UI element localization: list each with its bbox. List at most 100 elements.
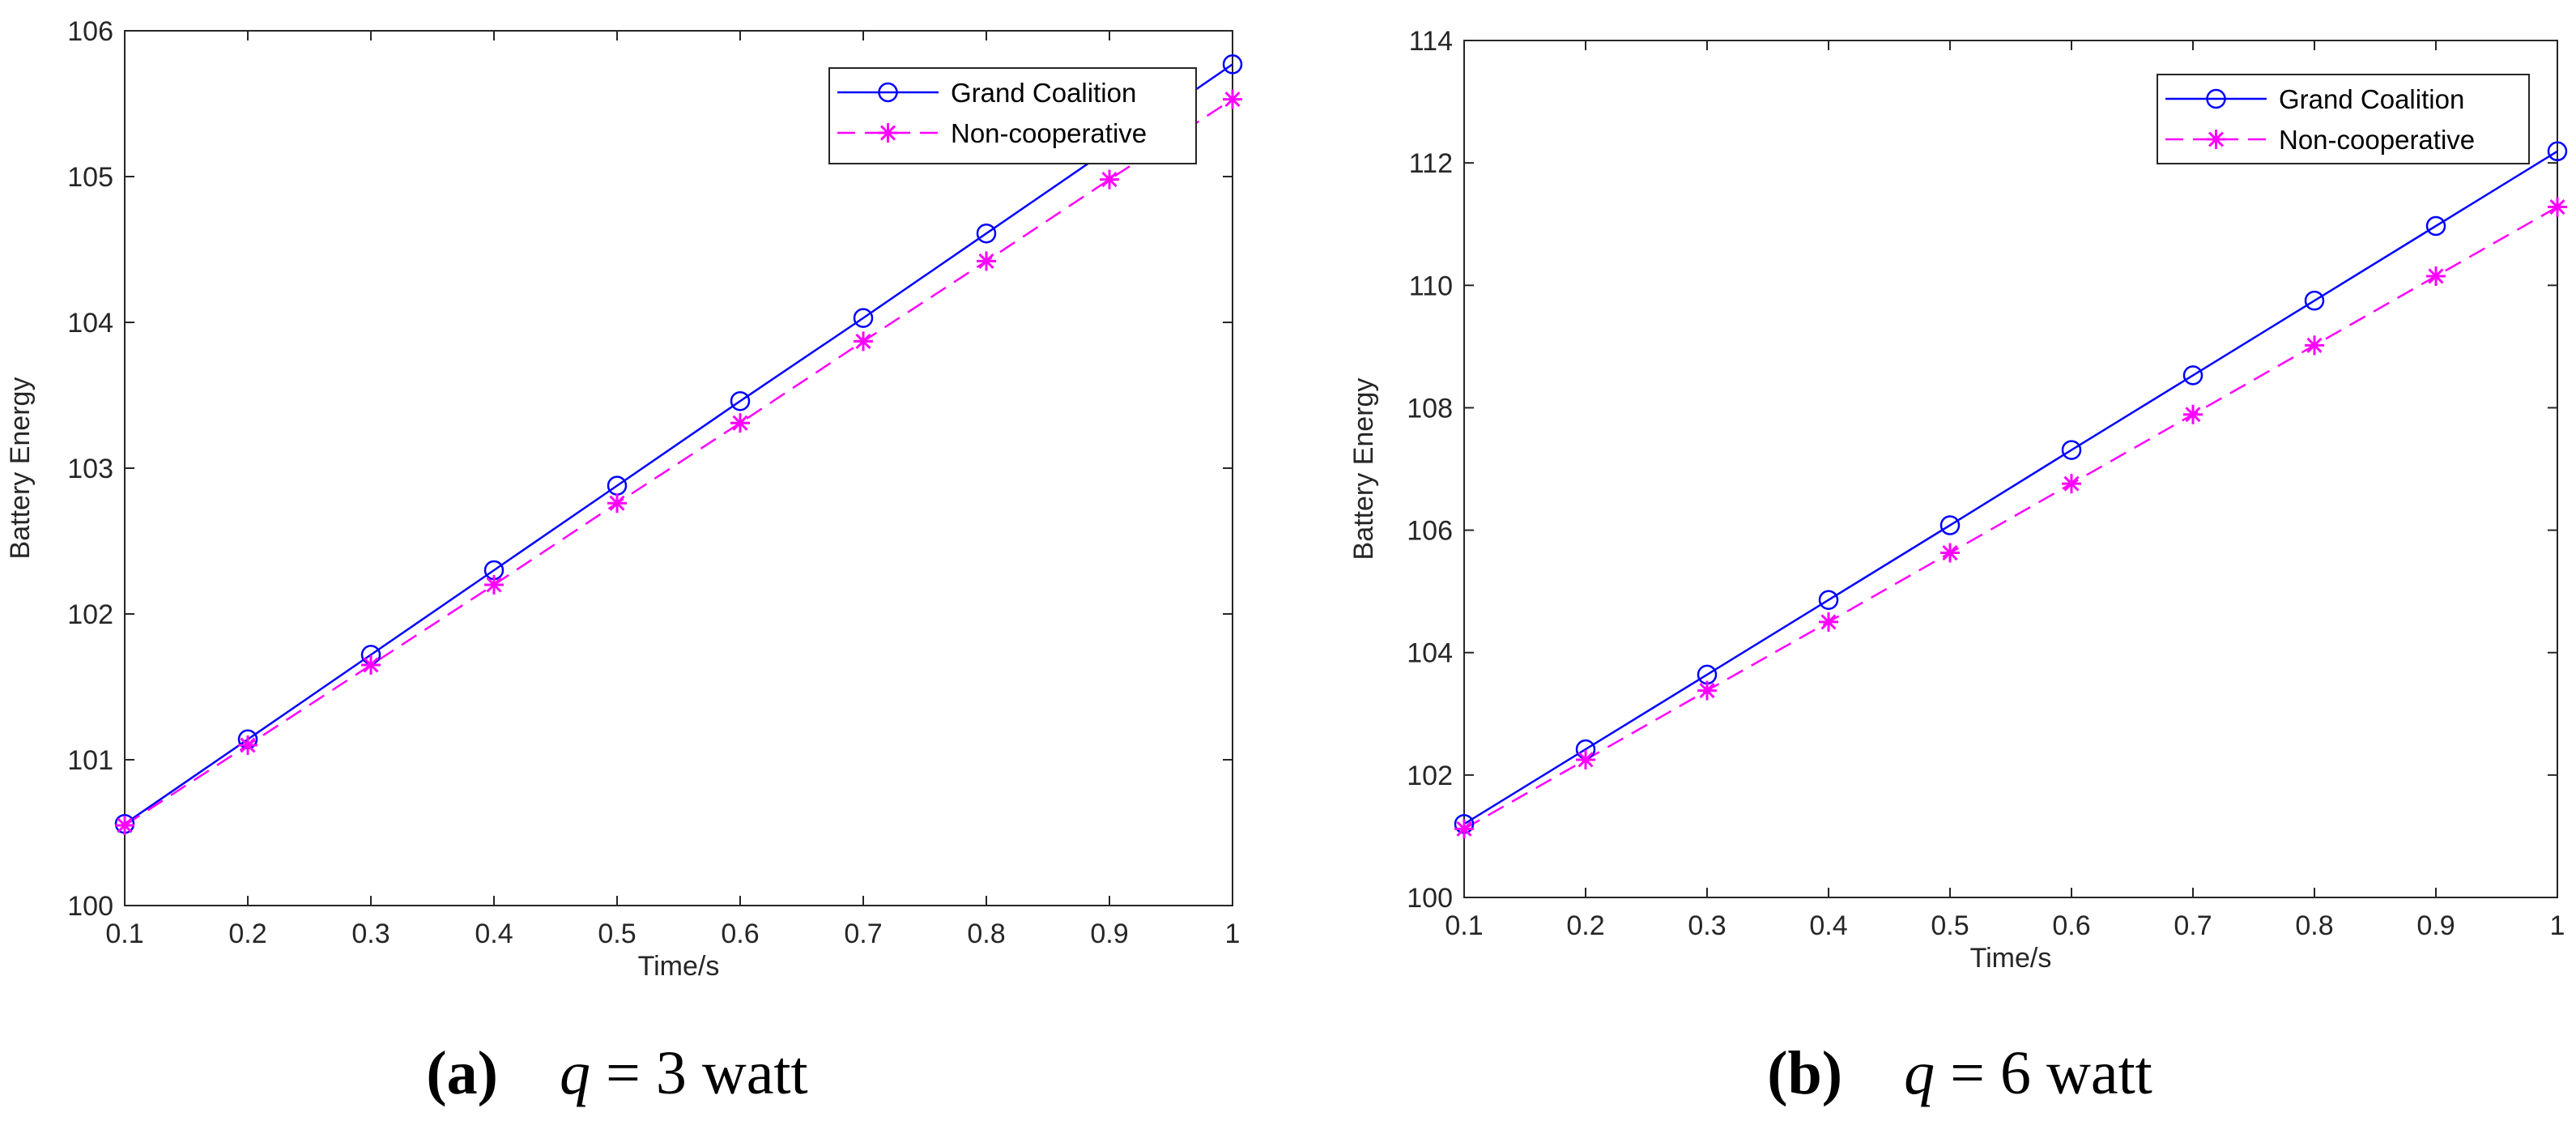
series-line-non-cooperative [125,98,1233,827]
legend-marker-asterisk [878,123,898,143]
series-line-grand-coalition [125,63,1233,825]
x-tick-label: 1 [1225,919,1241,949]
y-tick-label: 104 [67,308,113,339]
legend: Grand Coalition Non-cooperative [2157,74,2530,164]
data-point-non-cooperative [2183,404,2203,424]
data-point-non-cooperative [2426,266,2446,286]
legend-label: Non-cooperative [2279,125,2475,155]
y-tick-label: 105 [67,162,113,193]
data-point-non-cooperative [1223,89,1242,109]
data-layer [125,63,1233,827]
x-tick-label: 0.4 [1809,910,1847,941]
data-point-non-cooperative [238,735,258,755]
legend-label: Grand Coalition [951,78,1136,108]
legend-label: Non-cooperative [951,118,1147,148]
caption-unit: watt [2031,1039,2152,1107]
x-tick-label: 0.9 [1090,919,1128,949]
chart-panel-b: 0.1 0.2 0.3 0.4 0.5 0.6 0.7 0.8 0.9 1 100 102 104 106… [1348,26,2568,1107]
x-tick-label: 1 [2550,910,2565,941]
caption-equals: = [590,1039,656,1107]
x-tick-label: 0.1 [105,919,143,949]
legend-entry-non-cooperative: Non-cooperative [837,118,1147,148]
caption-space [1842,1039,1904,1107]
data-point-non-cooperative [730,413,750,433]
y-tick-label: 102 [67,599,113,630]
panel-caption: (a) q = 3 watt [426,1039,807,1107]
x-tick-label: 0.4 [475,919,513,949]
data-point-non-cooperative [1100,169,1119,190]
y-tick-label: 112 [1409,148,1453,179]
y-tick-label: 104 [1407,638,1453,669]
y-tick-label: 110 [1409,271,1453,301]
data-point-grand-coalition [2061,440,2082,460]
data-point-grand-coalition [2182,365,2203,386]
caption-label: (a) [426,1039,498,1107]
data-point-grand-coalition [2425,215,2446,237]
data-point-non-cooperative [1697,680,1717,701]
marker-layer [1454,141,2568,839]
caption-value: 6 [2000,1039,2031,1107]
legend-box [2157,74,2530,164]
y-tick-label: 101 [67,745,113,776]
x-tick-label: 0.3 [351,919,390,949]
y-tick-label: 108 [1407,393,1453,424]
legend-marker-asterisk [2206,130,2226,149]
caption-space [498,1039,560,1107]
y-tick-label: 114 [1409,26,1453,57]
legend: Grand Coalition Non-cooperative [828,67,1197,164]
x-tick-label: 0.2 [228,919,266,949]
x-tick-label: 0.7 [844,919,882,949]
y-tick-label: 106 [1407,516,1453,547]
x-tick-label: 0.8 [967,919,1005,949]
data-point-non-cooperative [115,816,134,835]
data-point-non-cooperative [1940,543,1960,563]
y-tick-label: 100 [1407,883,1453,914]
caption-value: 3 [656,1039,687,1107]
x-tick-label: 0.8 [2295,910,2333,941]
data-point-grand-coalition [1939,515,1961,535]
y-tick-label: 106 [67,16,113,47]
data-point-non-cooperative [2305,335,2324,356]
data-point-grand-coalition [2547,141,2568,162]
series-line-grand-coalition [1464,150,2557,825]
data-point-grand-coalition [1222,54,1243,75]
data-point-non-cooperative [607,493,627,514]
y-tick-label: 102 [1407,761,1453,791]
caption-label: (b) [1767,1039,1842,1107]
legend-marker-circle [878,82,898,103]
y-tick-label: 103 [67,454,113,484]
x-axis-label: Time/s [638,951,720,982]
data-point-non-cooperative [1454,819,1474,839]
caption-variable: q [560,1039,590,1107]
y-tick-label: 100 [67,891,113,922]
y-axis-label: Battery Energy [1348,378,1379,560]
data-point-grand-coalition [730,390,751,411]
data-point-grand-coalition [2304,290,2325,311]
plot-area [124,30,1233,906]
caption-variable: q [1904,1039,1935,1107]
caption-equals: = [1935,1039,2000,1107]
data-point-non-cooperative [484,575,504,595]
x-tick-label: 0.6 [721,919,759,949]
x-axis-label: Time/s [1970,943,2052,974]
legend-marker-circle [2206,88,2226,109]
caption-unit: watt [687,1039,808,1107]
data-point-non-cooperative [1819,612,1838,632]
x-tick-label: 0.2 [1566,910,1604,941]
data-point-non-cooperative [2548,197,2567,217]
legend-entry-grand-coalition: Grand Coalition [2165,84,2464,114]
x-tick-label: 0.3 [1688,910,1726,941]
legend-entry-non-cooperative: Non-cooperative [2165,125,2475,155]
y-axis-label: Battery Energy [5,377,36,560]
data-point-non-cooperative [977,251,996,271]
legend-entry-grand-coalition: Grand Coalition [837,78,1136,108]
plot-area [1463,40,2558,898]
data-point-grand-coalition [976,223,997,244]
chart-panel-a: 0.1 0.2 0.3 0.4 0.5 0.6 0.7 0.8 0.9 1 100 101 102 103… [5,16,1243,1107]
panel-caption: (b) q = 6 watt [1767,1039,2152,1107]
data-point-non-cooperative [2062,474,2081,494]
x-tick-label: 0.9 [2416,910,2455,941]
x-tick-label: 0.1 [1445,910,1483,941]
data-point-non-cooperative [854,331,873,352]
